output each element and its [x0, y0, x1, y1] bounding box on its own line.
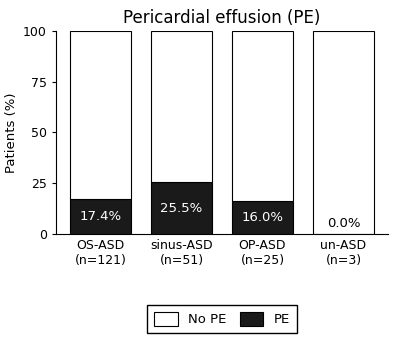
- Bar: [151, 31, 212, 182]
- Bar: [151, 182, 212, 234]
- Bar: [313, 31, 374, 234]
- Y-axis label: Patients (%): Patients (%): [4, 92, 18, 173]
- Text: 16.0%: 16.0%: [242, 211, 284, 224]
- Bar: [70, 198, 131, 234]
- Title: Pericardial effusion (PE): Pericardial effusion (PE): [123, 9, 321, 26]
- Bar: [232, 31, 293, 202]
- Text: 17.4%: 17.4%: [80, 210, 122, 223]
- Bar: [232, 202, 293, 234]
- Text: 25.5%: 25.5%: [160, 202, 203, 215]
- Legend: No PE, PE: No PE, PE: [147, 305, 297, 333]
- Text: 0.0%: 0.0%: [327, 217, 360, 230]
- Bar: [70, 31, 131, 198]
